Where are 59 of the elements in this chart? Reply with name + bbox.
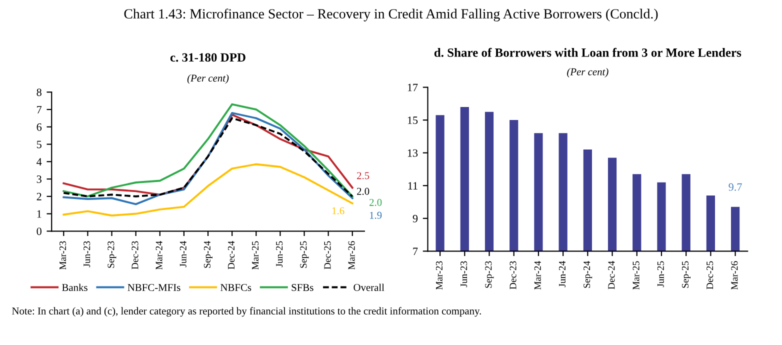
y-tick-label: 17 [408, 84, 418, 92]
y-tick-label: 15 [408, 116, 418, 124]
y-tick-label: 8 [36, 88, 42, 96]
data-label: 1.6 [332, 207, 344, 214]
x-tick-label: Jun-23 [460, 261, 468, 288]
x-tick-label: Sep-24 [204, 241, 212, 268]
x-tick-label: Sep-24 [584, 261, 592, 288]
x-tick-label: Mar-25 [252, 241, 259, 270]
data-label: 2.0 [370, 198, 382, 206]
y-tick-label: 5 [36, 140, 42, 148]
x-tick-label: Dec-24 [228, 241, 235, 270]
legend-label: Banks [62, 284, 88, 292]
legend-label: NBFC-MFIs [128, 284, 180, 292]
x-tick-label: Jun-24 [180, 241, 186, 268]
y-tick-label: 13 [408, 149, 418, 157]
data-label: 2.0 [357, 188, 370, 195]
text: Note: In chart (a) and (c), lender category as reported by financial institutions to the credit information company. [12, 307, 481, 317]
data-label: 9.7 [728, 183, 742, 191]
legend-label: SFBs [292, 284, 314, 292]
x-tick-label: Mar-24 [156, 241, 162, 270]
x-tick-label: Mar-26 [348, 241, 355, 270]
data-label: 1.9 [370, 212, 382, 219]
x-tick-label: Sep-25 [300, 241, 309, 268]
x-tick-label: Dec-25 [706, 261, 714, 290]
y-tick-label: 2 [36, 192, 42, 200]
x-tick-label: Jun-24 [558, 261, 566, 288]
chart-subtitle: (Per cent) [187, 74, 229, 84]
legend-label: NBFCs [220, 284, 252, 292]
x-tick-label: Dec-23 [510, 261, 516, 290]
y-tick-label: 4 [36, 158, 42, 166]
x-tick-label: Jun-25 [657, 261, 664, 288]
y-tick-label: 1 [37, 210, 42, 218]
x-tick-label: Dec-24 [608, 261, 615, 290]
y-tick-label: 11 [408, 182, 418, 190]
x-tick-label: Mar-26 [731, 261, 738, 290]
data-label: 2.5 [357, 172, 370, 180]
x-tick-label: Sep-25 [682, 261, 690, 288]
x-tick-label: Dec-23 [132, 241, 138, 270]
x-tick-label: Dec-25 [324, 241, 331, 270]
x-tick-label: Sep-23 [108, 241, 116, 268]
chart-subtitle: (Per cent) [567, 68, 608, 78]
x-tick-label: Jun-23 [84, 241, 90, 268]
y-tick-label: 7 [413, 248, 418, 256]
x-tick-label: Mar-23 [60, 241, 66, 270]
legend-label: Overall [354, 284, 384, 292]
chart-title: c. 31-180 DPD [170, 53, 246, 62]
x-tick-label: Mar-24 [534, 261, 541, 290]
line-series [62, 163, 354, 216]
y-tick-label: 7 [37, 106, 42, 114]
x-tick-label: Jun-25 [276, 241, 283, 268]
x-tick-label: Sep-23 [485, 261, 494, 288]
y-tick-label: 9 [412, 214, 418, 222]
caption: Chart 1.43: Microfinance Sector – Recovery in Credit Amid Falling Active Borrowers (Concld.) [124, 8, 658, 22]
y-tick-label: 3 [36, 176, 42, 183]
y-tick-label: 0 [36, 228, 42, 236]
x-tick-label: Mar-23 [436, 261, 442, 290]
x-tick-label: Mar-25 [632, 261, 640, 290]
y-tick-label: 6 [36, 123, 42, 131]
chart-title: d. Share of Borrowers with Loan from 3 or More Lenders [434, 48, 742, 57]
